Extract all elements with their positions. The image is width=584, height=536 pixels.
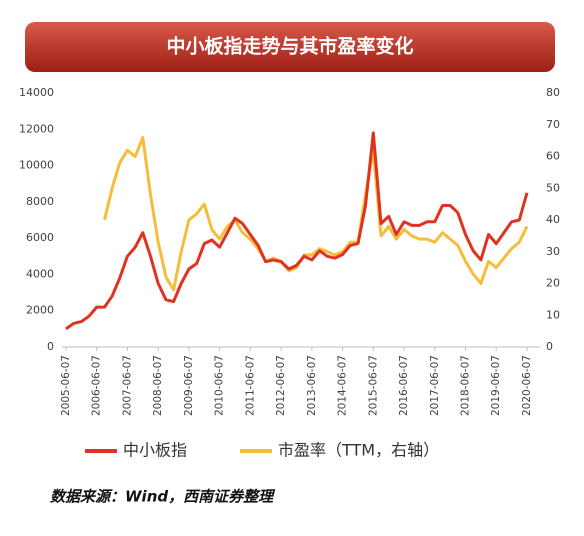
x-tick-label: 2017-06-07 — [429, 355, 441, 416]
x-tick-label: 2006-06-07 — [91, 355, 103, 416]
y-tick-label: 6000 — [26, 231, 54, 244]
chart-title: 中小板指走势与其市盈率变化 — [166, 35, 413, 58]
y-tick-label: 10000 — [19, 159, 54, 172]
title-banner — [25, 22, 555, 72]
x-tick-label: 2018-06-07 — [459, 355, 471, 416]
y2-tick-label: 0 — [546, 340, 553, 353]
y2-tick-label: 30 — [546, 245, 560, 258]
y2-tick-label: 60 — [546, 150, 560, 163]
y2-tick-label: 20 — [546, 277, 560, 290]
x-tick-label: 2010-06-07 — [214, 355, 226, 416]
y-tick-label: 4000 — [26, 267, 54, 280]
y2-tick-label: 70 — [546, 118, 560, 131]
x-tick-label: 2005-06-07 — [60, 355, 72, 416]
legend-label: 市盈率（TTM，右轴） — [278, 441, 439, 460]
x-tick-label: 2009-06-07 — [183, 355, 195, 416]
x-tick-label: 2019-06-07 — [490, 355, 502, 416]
y-tick-label: 14000 — [19, 86, 54, 99]
x-tick-label: 2008-06-07 — [152, 355, 164, 416]
y-tick-label: 0 — [47, 340, 54, 353]
y2-tick-label: 80 — [546, 86, 560, 99]
y-tick-label: 8000 — [26, 195, 54, 208]
y-tick-label: 2000 — [26, 304, 54, 317]
x-tick-label: 2020-06-07 — [521, 355, 533, 416]
series-line — [103, 136, 529, 292]
y-tick-label: 12000 — [19, 122, 54, 135]
y2-tick-label: 10 — [546, 308, 560, 321]
x-tick-label: 2014-06-07 — [337, 355, 349, 416]
y2-tick-label: 50 — [546, 181, 560, 194]
source-note: 数据来源：Wind，西南证券整理 — [50, 488, 276, 506]
x-tick-label: 2016-06-07 — [398, 355, 410, 416]
x-tick-label: 2013-06-07 — [306, 355, 318, 416]
x-tick-label: 2012-06-07 — [275, 355, 287, 416]
series-line — [65, 131, 529, 331]
legend-label: 中小板指 — [123, 441, 187, 460]
x-tick-label: 2015-06-07 — [367, 355, 379, 416]
x-tick-label: 2011-06-07 — [244, 355, 256, 416]
x-tick-label: 2007-06-07 — [121, 355, 133, 416]
y2-tick-label: 40 — [546, 213, 560, 226]
